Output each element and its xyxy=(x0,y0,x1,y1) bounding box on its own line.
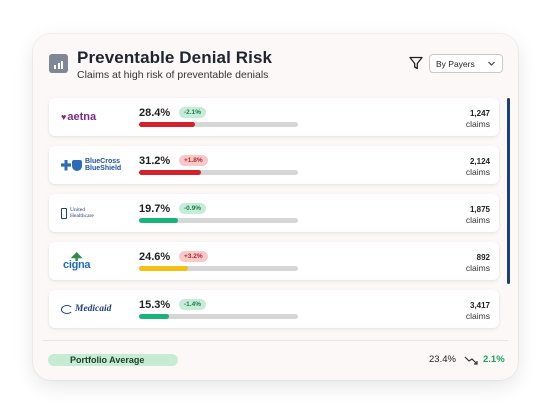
claims-count: 3,417 xyxy=(469,301,490,310)
risk-percent: 31.2% xyxy=(139,155,171,167)
payer-logo-cigna: cigna xyxy=(61,242,131,280)
swirl-icon xyxy=(61,304,73,314)
portfolio-footer: Portfolio Average 23.4% 2.1% xyxy=(33,340,518,380)
payer-logo-bcbs: BlueCross BlueShield xyxy=(61,146,131,184)
denial-risk-card: Preventable Denial Risk Claims at high r… xyxy=(33,34,518,380)
portfolio-average-label: Portfolio Average xyxy=(48,354,178,366)
claims-count: 1,247 xyxy=(469,109,490,118)
risk-bar xyxy=(139,218,298,223)
heart-icon: ♥ xyxy=(61,112,67,122)
payer-logo-united: United Healthcare xyxy=(61,194,131,232)
payer-row-medicaid[interactable]: Medicaid 15.3% -1.4% 3,417 claims xyxy=(49,290,499,328)
change-badge: -0.9% xyxy=(179,203,206,214)
logo-text: cigna xyxy=(63,259,91,271)
claims-count: 892 xyxy=(476,253,490,262)
group-by-value: By Payers xyxy=(436,58,475,69)
payer-list: ♥ aetna 28.4% -2.1% 1,247 claims BlueCros… xyxy=(33,98,518,330)
change-badge: +3.2% xyxy=(179,251,208,262)
claims-unit: claims xyxy=(465,167,490,177)
uhc-mark-icon xyxy=(61,207,67,219)
risk-percent: 19.7% xyxy=(139,203,171,215)
payer-row-cigna[interactable]: cigna 24.6% +3.2% 892 claims xyxy=(49,242,499,280)
page-subtitle: Claims at high risk of preventable denia… xyxy=(77,69,269,81)
portfolio-trend-value: 2.1% xyxy=(483,354,505,365)
risk-bar xyxy=(139,314,298,319)
risk-bar xyxy=(139,122,298,127)
risk-bar-fill xyxy=(139,218,178,223)
claims-unit: claims xyxy=(465,311,490,321)
claims-count: 2,124 xyxy=(469,157,490,166)
risk-bar-fill xyxy=(139,266,188,271)
tree-icon xyxy=(70,252,83,261)
risk-bar xyxy=(139,170,298,175)
bar-chart-icon xyxy=(49,54,68,73)
trend-down-icon xyxy=(464,356,478,365)
payer-row-united[interactable]: United Healthcare 19.7% -0.9% 1,875 clai… xyxy=(49,194,499,232)
risk-percent: 28.4% xyxy=(139,107,171,119)
logo-text: BlueCross BlueShield xyxy=(85,157,122,173)
group-by-select[interactable]: By Payers xyxy=(429,54,503,73)
payer-logo-medicaid: Medicaid xyxy=(61,290,131,328)
payer-logo-aetna: ♥ aetna xyxy=(61,98,131,136)
list-scrollbar[interactable] xyxy=(507,98,510,284)
payer-row-aetna[interactable]: ♥ aetna 28.4% -2.1% 1,247 claims xyxy=(49,98,499,136)
change-badge: -2.1% xyxy=(179,107,206,118)
divider xyxy=(43,340,508,341)
claims-unit: claims xyxy=(465,263,490,273)
payer-row-bcbs[interactable]: BlueCross BlueShield 31.2% +1.8% 2,124 c… xyxy=(49,146,499,184)
page-title: Preventable Denial Risk xyxy=(77,48,273,67)
shield-icon xyxy=(72,159,82,171)
chevron-down-icon xyxy=(488,61,495,66)
risk-bar-fill xyxy=(139,314,169,319)
logo-text: Medicaid xyxy=(75,304,112,314)
change-badge: -1.4% xyxy=(179,299,206,310)
filter-icon[interactable] xyxy=(409,56,423,70)
risk-bar-fill xyxy=(139,170,201,175)
change-badge: +1.8% xyxy=(179,155,208,166)
logo-text: aetna xyxy=(67,111,97,123)
claims-count: 1,875 xyxy=(469,205,490,214)
logo-text: United Healthcare xyxy=(70,207,94,219)
claims-unit: claims xyxy=(465,119,490,129)
risk-percent: 15.3% xyxy=(139,299,171,311)
cross-icon xyxy=(61,159,71,171)
risk-bar-fill xyxy=(139,122,195,127)
claims-unit: claims xyxy=(465,215,490,225)
risk-bar xyxy=(139,266,298,271)
risk-percent: 24.6% xyxy=(139,251,171,263)
portfolio-average-value: 23.4% xyxy=(429,354,456,365)
card-header: Preventable Denial Risk Claims at high r… xyxy=(33,34,518,92)
